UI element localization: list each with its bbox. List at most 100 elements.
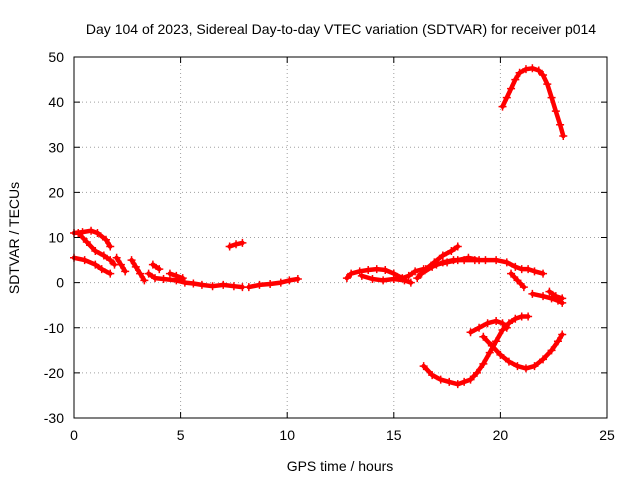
data-point	[99, 251, 108, 260]
data-point	[530, 267, 539, 276]
x-tick-label: 0	[70, 427, 78, 443]
data-point	[144, 269, 153, 278]
data-point	[438, 251, 447, 260]
data-point	[82, 238, 91, 247]
data-point	[400, 276, 409, 285]
data-point	[460, 377, 469, 386]
series-sat-o	[432, 253, 484, 269]
data-point	[453, 242, 462, 251]
data-point	[487, 341, 496, 350]
data-point	[368, 275, 377, 284]
series-sat-p	[507, 269, 528, 292]
series-sat-q	[528, 289, 567, 307]
data-point	[443, 258, 452, 267]
data-point	[355, 267, 364, 276]
data-point	[232, 240, 241, 249]
data-point	[553, 337, 562, 346]
data-point	[266, 279, 275, 288]
series-sat-s	[419, 312, 533, 389]
data-point	[101, 235, 110, 244]
data-point	[411, 267, 420, 276]
data-point	[80, 256, 89, 265]
data-point	[502, 93, 511, 102]
data-point	[159, 275, 168, 284]
data-point	[475, 323, 484, 332]
y-tick-label: 50	[48, 49, 64, 65]
data-point	[364, 265, 373, 274]
data-point	[381, 265, 390, 274]
data-point	[121, 267, 130, 276]
series-line	[500, 66, 566, 139]
data-point	[453, 380, 462, 389]
data-point	[485, 348, 494, 357]
y-tick-label: -20	[44, 365, 64, 381]
x-tick-label: 20	[493, 427, 509, 443]
series-sat-r	[545, 287, 567, 303]
data-point	[244, 283, 253, 292]
data-point	[539, 269, 548, 278]
data-point	[428, 262, 437, 271]
data-point	[148, 260, 157, 269]
data-point	[436, 375, 445, 384]
data-point	[347, 269, 356, 278]
data-point	[483, 319, 492, 328]
data-point	[539, 355, 548, 364]
y-tick-label: 0	[56, 275, 64, 291]
data-point	[475, 256, 484, 265]
series-sat-e	[127, 256, 149, 285]
series-sat-d	[112, 253, 130, 276]
series-sat-g	[148, 260, 164, 274]
data-point	[140, 276, 149, 285]
data-point	[498, 326, 507, 335]
data-point	[106, 242, 115, 251]
data-point	[496, 350, 505, 359]
data-point	[502, 258, 511, 267]
data-point	[419, 362, 428, 371]
data-point	[372, 265, 381, 274]
grid	[74, 57, 607, 418]
x-tick-label: 15	[386, 427, 402, 443]
data-point	[521, 65, 530, 74]
series-sat-h	[165, 269, 187, 283]
data-point	[293, 275, 302, 284]
series-sat-j	[244, 275, 302, 292]
data-point	[502, 323, 511, 332]
series-line	[421, 314, 531, 387]
x-tick-label: 10	[279, 427, 295, 443]
data-point	[559, 131, 568, 140]
data-point	[551, 292, 560, 301]
data-point	[539, 71, 548, 80]
data-point	[472, 368, 481, 377]
data-point	[466, 375, 475, 384]
y-tick-label: 40	[48, 94, 64, 110]
data-point	[511, 314, 520, 323]
data-point	[507, 84, 516, 93]
data-point	[106, 269, 115, 278]
data-point	[87, 226, 96, 235]
data-point	[151, 274, 160, 283]
y-tick-label: 20	[48, 184, 64, 200]
data-point	[189, 279, 198, 288]
data-point	[534, 66, 543, 75]
series-sat-i	[225, 238, 247, 251]
data-point	[556, 120, 565, 129]
data-point	[93, 228, 102, 237]
data-point	[131, 262, 140, 271]
data-point	[180, 278, 189, 287]
y-tick-label: -10	[44, 320, 64, 336]
x-tick-label: 5	[177, 427, 185, 443]
series-sat-k	[342, 265, 428, 283]
data-point	[342, 274, 351, 283]
data-point	[406, 278, 415, 287]
data-point	[464, 253, 473, 262]
data-point	[547, 93, 556, 102]
data-point	[524, 265, 533, 274]
data-point	[511, 75, 520, 84]
series-line	[129, 257, 147, 283]
data-point	[74, 228, 83, 237]
data-point	[453, 256, 462, 265]
plot-frame	[73, 56, 608, 419]
data-point	[219, 280, 228, 289]
data-point	[492, 316, 501, 325]
data-point	[511, 262, 520, 271]
